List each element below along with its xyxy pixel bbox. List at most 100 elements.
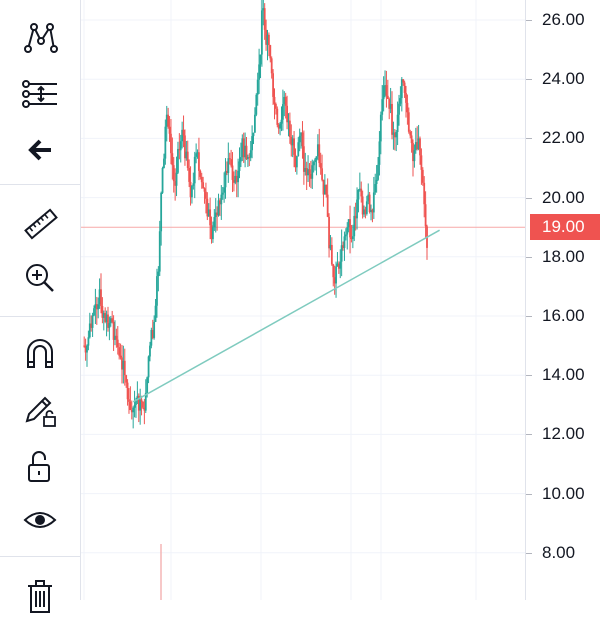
candle-body — [346, 227, 349, 235]
candle-body — [421, 169, 424, 183]
candle-body — [140, 399, 143, 402]
candle-body — [153, 321, 156, 338]
candle-body — [295, 156, 298, 168]
candle-body — [276, 108, 279, 125]
remove-drawings-button[interactable] — [14, 570, 66, 622]
candle-body — [130, 410, 133, 413]
candle-body — [262, 8, 265, 11]
magnet-icon — [27, 339, 53, 368]
candle-body — [400, 79, 403, 99]
candle-body — [339, 261, 342, 269]
candle-body — [343, 236, 346, 248]
price-tick-label: 20.00 — [542, 187, 585, 207]
toolbar-divider — [0, 184, 80, 185]
candle-body — [224, 170, 227, 188]
candle-body — [151, 329, 154, 338]
candle-body — [84, 345, 87, 353]
candle-body — [88, 323, 91, 338]
candle-body — [323, 184, 326, 195]
price-tick-mark — [526, 493, 532, 495]
candle-body — [251, 136, 254, 151]
candle-body — [142, 401, 144, 408]
candle-body — [107, 314, 109, 328]
candle-body — [168, 126, 171, 134]
candle-body — [216, 212, 219, 216]
back-button[interactable] — [14, 124, 66, 176]
candle-body — [196, 152, 199, 154]
candle-body — [135, 399, 137, 405]
candle-body — [293, 138, 295, 155]
candle-body — [163, 158, 165, 168]
candle-body — [252, 132, 255, 137]
candle-body — [300, 132, 302, 136]
candle-body — [191, 185, 193, 198]
candle-body — [116, 339, 119, 348]
candle-body — [109, 318, 112, 324]
candle-body — [344, 234, 347, 237]
candle-body — [280, 119, 283, 124]
lock-drawings-button[interactable] — [14, 384, 66, 436]
candle-body — [291, 138, 294, 146]
unlock-button[interactable] — [14, 440, 66, 492]
candle-body — [364, 209, 367, 214]
candle-body — [128, 399, 130, 402]
candle-body — [263, 8, 266, 30]
candle-body — [144, 392, 147, 411]
candle-body — [188, 168, 191, 182]
candle-body — [87, 337, 90, 346]
pattern-tool-button[interactable] — [14, 12, 66, 64]
price-axis[interactable]: 26.00 24.00 22.00 20.00 18.00 16.00 14.00 12.00… — [525, 0, 600, 600]
candle-body — [209, 209, 212, 226]
candlestick-chart[interactable] — [81, 0, 525, 600]
candle-body — [136, 395, 139, 400]
candle-body — [115, 335, 118, 340]
price-tick-mark — [526, 375, 532, 377]
candle-body — [405, 92, 407, 103]
candle-body — [283, 96, 286, 105]
candle-body — [193, 156, 196, 184]
visibility-button[interactable] — [14, 494, 66, 546]
candle-body — [325, 184, 328, 195]
candle-body — [333, 277, 336, 284]
price-tick-mark — [526, 434, 532, 436]
candle-body — [97, 304, 100, 310]
magnet-button[interactable] — [14, 328, 66, 380]
candle-body — [407, 112, 410, 132]
fib-tool-button[interactable] — [14, 68, 66, 120]
candle-body — [108, 323, 111, 328]
candle-body — [185, 151, 188, 159]
candle-body — [424, 204, 427, 227]
candle-body — [284, 96, 287, 106]
candle-body — [174, 181, 177, 186]
candle-body — [351, 236, 354, 240]
candle-body — [311, 165, 314, 179]
candle-body — [356, 199, 358, 219]
candle-body — [416, 142, 419, 150]
candle-body — [90, 323, 93, 328]
candle-body — [247, 157, 249, 160]
candle-body — [213, 217, 216, 228]
current-price-label: 19.00 — [530, 214, 600, 241]
candle-body — [312, 162, 315, 166]
candle-body — [318, 144, 321, 164]
candle-body — [133, 404, 136, 408]
candle-body — [399, 98, 402, 104]
ruler-button[interactable] — [14, 198, 66, 250]
candle-body — [266, 34, 269, 45]
candle-body — [220, 194, 223, 205]
candle-body — [129, 401, 132, 411]
candle-body — [265, 29, 267, 45]
zoom-in-button[interactable] — [14, 252, 66, 304]
price-tick-mark — [526, 552, 532, 554]
candle-body — [199, 170, 202, 177]
candle-body — [101, 306, 104, 318]
candle-body — [258, 64, 260, 80]
candle-body — [337, 263, 340, 269]
candle-body — [372, 192, 375, 213]
candle-body — [417, 138, 420, 150]
candle-body — [160, 192, 163, 232]
candle-body — [104, 313, 107, 322]
price-tick-mark — [526, 316, 532, 317]
candle-body — [219, 200, 221, 205]
chart-pane[interactable] — [81, 0, 525, 600]
